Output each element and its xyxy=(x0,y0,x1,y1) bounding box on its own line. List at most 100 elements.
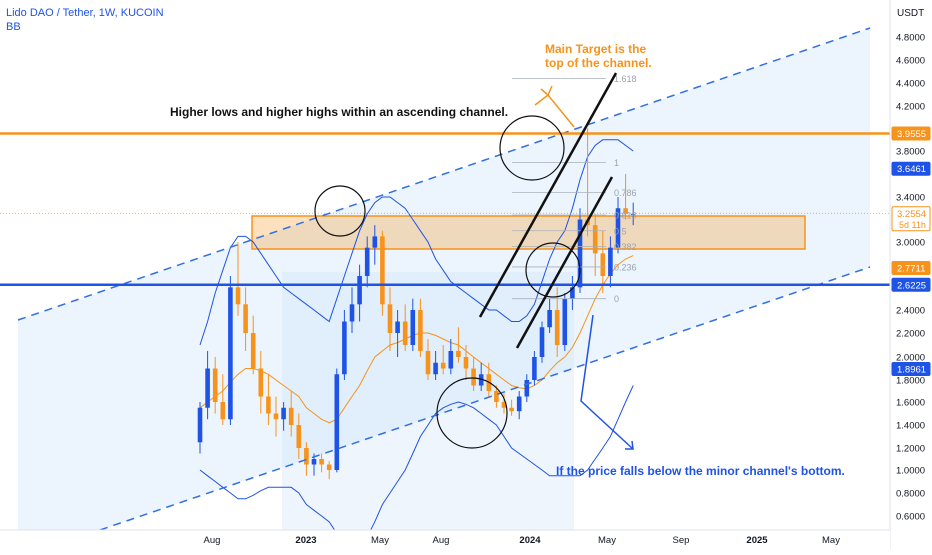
candle-37 xyxy=(478,362,484,391)
candle-body xyxy=(311,459,317,465)
price-tag-bg xyxy=(891,161,931,176)
time-tick: 2023 xyxy=(295,535,316,546)
time-tick: May xyxy=(371,535,389,546)
fib-level-label: 0.382 xyxy=(614,242,637,252)
candle-42 xyxy=(516,391,522,420)
candle-35 xyxy=(463,345,469,380)
candle-body xyxy=(509,407,514,412)
time-tick: May xyxy=(822,535,840,546)
candle-34 xyxy=(456,327,461,363)
time-tick: Aug xyxy=(204,535,221,546)
candle-3 xyxy=(220,374,226,425)
candle-54 xyxy=(608,236,613,288)
candle-body xyxy=(456,351,461,357)
candle-body xyxy=(554,310,560,345)
candle-7 xyxy=(250,315,256,375)
candle-body xyxy=(258,368,264,397)
price-tick: 4.6000 xyxy=(896,56,925,67)
drawings[interactable]: 1.618 1 0.786 0.618 0.5 0.382 0.236 0 Higher low… xyxy=(0,27,890,531)
candle-45 xyxy=(539,321,545,363)
time-tick: May xyxy=(598,535,616,546)
breakdown-arrow-head xyxy=(625,440,634,450)
candle-body xyxy=(562,298,568,345)
target-arrow xyxy=(534,93,575,128)
candle-body xyxy=(547,310,552,328)
price-tag-label: 1.8961 xyxy=(897,364,926,375)
candle-body xyxy=(524,380,530,397)
candle-28 xyxy=(410,298,416,351)
fib-level-label: 1.618 xyxy=(614,74,637,84)
candle-6 xyxy=(243,287,248,351)
indicator-label: BB xyxy=(6,21,21,33)
candle-body xyxy=(608,247,613,276)
fib-level-label: 0.618 xyxy=(614,211,637,221)
currency-label: USDT xyxy=(897,8,924,19)
candle-body xyxy=(357,276,362,305)
price-tick: 3.0000 xyxy=(896,238,925,249)
candle-body xyxy=(281,407,286,420)
candle-body xyxy=(516,396,522,412)
candle-17 xyxy=(326,461,332,480)
candle-22 xyxy=(364,236,370,288)
candle-53 xyxy=(600,230,606,293)
candle-body xyxy=(463,357,469,369)
candle-39 xyxy=(494,385,499,408)
candle-body xyxy=(266,396,271,414)
candle-body xyxy=(433,362,438,375)
highlight-circle xyxy=(499,115,565,181)
minor-channel-lower xyxy=(515,176,614,349)
candle-body xyxy=(402,321,408,345)
candle-body xyxy=(380,236,385,305)
candle-body xyxy=(532,357,537,380)
candle-12 xyxy=(288,391,294,437)
candle-body xyxy=(600,253,606,276)
price-tag-countdown: 5d 11h xyxy=(899,220,926,230)
fib-level-label: 1 xyxy=(614,158,619,168)
candle-24 xyxy=(380,230,385,316)
price-tick: 0.6000 xyxy=(896,512,925,523)
candle-16 xyxy=(319,453,324,473)
candle-5 xyxy=(235,242,241,316)
candlesticks[interactable] xyxy=(197,128,636,480)
candle-43 xyxy=(524,374,530,402)
candle-body xyxy=(372,236,378,248)
candle-27 xyxy=(402,304,408,351)
candle-body xyxy=(349,304,355,322)
candle-29 xyxy=(418,298,423,357)
highlight-circle xyxy=(525,242,581,298)
candle-56 xyxy=(623,174,628,220)
candle-31 xyxy=(433,351,438,380)
candle-10 xyxy=(273,396,279,437)
candle-41 xyxy=(509,399,514,416)
candle-body xyxy=(212,368,218,402)
candle-44 xyxy=(532,351,537,386)
price-tick: 2.2000 xyxy=(896,329,925,340)
price-tag: 1.8961 xyxy=(891,361,931,376)
candle-body xyxy=(364,247,370,276)
candle-0 xyxy=(197,402,203,454)
channel-upper-line xyxy=(17,27,871,321)
candle-body xyxy=(334,374,340,470)
price-tick: 3.4000 xyxy=(896,193,925,204)
price-tick: 1.2000 xyxy=(896,444,925,455)
price-tick: 1.8000 xyxy=(896,376,925,387)
candle-body xyxy=(326,464,332,470)
price-tick: 2.0000 xyxy=(896,353,925,364)
candle-2 xyxy=(212,357,218,414)
candle-body xyxy=(592,225,598,254)
candle-11 xyxy=(281,402,286,431)
time-tick: Aug xyxy=(433,535,450,546)
candle-20 xyxy=(349,287,355,333)
candle-55 xyxy=(615,197,621,254)
symbol-title: Lido DAO / Tether, 1W, KUCOIN xyxy=(6,7,164,19)
candle-body xyxy=(471,368,476,386)
price-tag-bg xyxy=(891,277,931,292)
candle-52 xyxy=(592,213,598,276)
candle-body xyxy=(448,351,454,369)
candle-body xyxy=(197,407,203,443)
highlight-circle xyxy=(436,377,508,449)
candle-25 xyxy=(387,287,393,351)
